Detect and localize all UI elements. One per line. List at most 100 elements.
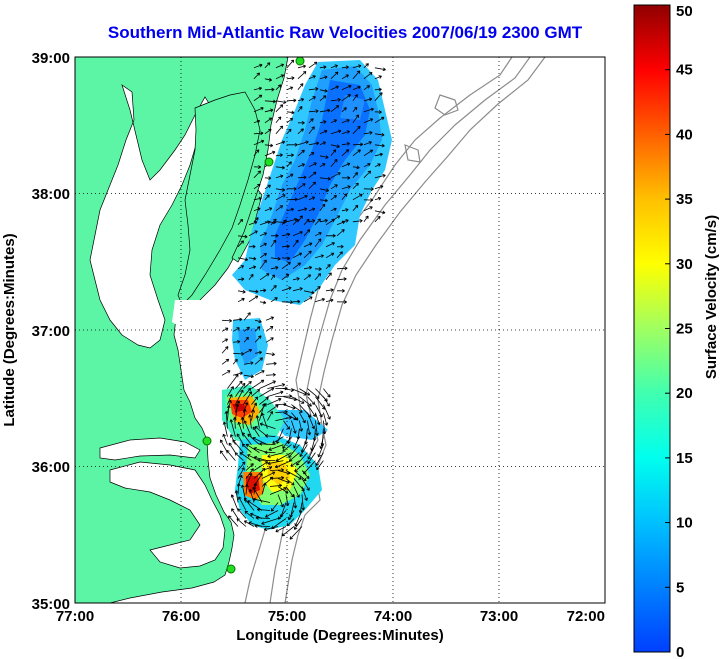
velocity-arrow xyxy=(308,126,315,135)
velocity-arrow xyxy=(243,326,250,332)
velocity-arrow xyxy=(363,198,374,202)
velocity-arrow xyxy=(293,494,298,509)
velocity-arrow xyxy=(374,87,382,92)
velocity-arrow xyxy=(248,273,254,281)
velocity-arrow xyxy=(286,76,295,81)
velocity-arrow xyxy=(297,140,309,146)
velocity-arrow xyxy=(319,89,328,93)
colorbar-tick-label: 20 xyxy=(676,385,693,402)
velocity-arrow xyxy=(336,266,348,271)
velocity-arrow xyxy=(259,259,267,270)
velocity-arrow xyxy=(286,161,292,168)
velocity-arrow xyxy=(341,176,351,180)
velocity-arrow xyxy=(254,426,268,437)
velocity-arrow xyxy=(363,63,369,69)
velocity-arrow xyxy=(282,436,292,449)
velocity-arrow xyxy=(336,251,343,259)
velocity-arrow xyxy=(341,142,350,146)
velocity-arrow xyxy=(286,173,294,179)
velocity-arrow xyxy=(253,119,261,124)
velocity-arrow xyxy=(235,382,246,397)
velocity-arrow xyxy=(374,152,383,157)
velocity-arrow xyxy=(272,436,284,444)
velocity-arrow xyxy=(314,254,324,259)
velocity-arrow xyxy=(319,75,328,80)
velocity-arrow xyxy=(243,336,249,343)
velocity-arrow xyxy=(270,265,279,270)
velocity-arrow xyxy=(330,105,340,113)
velocity-arrow xyxy=(275,84,282,91)
velocity-arrow xyxy=(243,520,255,527)
velocity-arrow xyxy=(235,389,244,405)
velocity-arrow xyxy=(224,411,229,429)
velocity-arrow xyxy=(374,215,381,223)
velocity-arrow xyxy=(286,153,294,158)
velocity-arrow xyxy=(256,507,271,512)
velocity-arrow xyxy=(244,510,255,519)
velocity-arrow xyxy=(307,404,316,417)
velocity-arrow xyxy=(297,106,303,113)
velocity-arrow xyxy=(341,94,351,102)
velocity-arrow xyxy=(283,404,296,410)
velocity-arrow xyxy=(341,149,350,157)
velocity-arrow xyxy=(291,396,305,404)
velocity-arrow xyxy=(297,215,303,223)
y-tick-label: 38:00 xyxy=(32,186,70,203)
velocity-arrow xyxy=(243,348,253,354)
velocity-arrow xyxy=(275,74,285,80)
velocity-arrow xyxy=(303,218,310,226)
velocity-arrow xyxy=(352,149,361,157)
velocity-arrow xyxy=(336,229,345,237)
velocity-arrow xyxy=(299,396,312,407)
velocity-arrow xyxy=(341,65,349,70)
station-marker xyxy=(295,57,305,66)
velocity-arrow xyxy=(374,116,385,124)
velocity-arrow xyxy=(308,171,317,179)
radar-stations xyxy=(202,57,305,574)
velocity-arrow xyxy=(264,207,273,212)
velocity-arrow xyxy=(257,458,276,463)
velocity-arrow xyxy=(319,95,327,102)
velocity-arrow xyxy=(254,370,265,376)
colorbar-tick-label: 25 xyxy=(676,321,693,338)
velocity-arrow xyxy=(275,194,286,201)
velocity-arrow xyxy=(303,265,313,270)
x-tick-label: 76:00 xyxy=(162,608,200,625)
velocity-arrow xyxy=(286,142,298,147)
velocity-arrow xyxy=(265,510,279,518)
velocity-arrow xyxy=(277,494,284,508)
velocity-arrow xyxy=(330,64,338,69)
velocity-arrow xyxy=(248,289,259,294)
albemarle-sound xyxy=(99,437,201,461)
velocity-arrow xyxy=(275,165,285,170)
velocity-arrow xyxy=(352,106,358,113)
velocity-arrow xyxy=(286,207,294,212)
velocity-arrow xyxy=(259,422,276,429)
velocity-arrow xyxy=(253,63,263,69)
velocity-arrow xyxy=(308,196,316,201)
velocity-arrow xyxy=(374,143,385,148)
velocity-arrow xyxy=(245,443,260,453)
velocity-arrow xyxy=(261,471,276,479)
velocity-arrow xyxy=(254,357,263,365)
velocity-arrow xyxy=(288,510,295,521)
velocity-arrow xyxy=(291,388,307,396)
velocity-arrow xyxy=(303,250,312,259)
velocity-arrow xyxy=(374,173,386,179)
velocity-arrow xyxy=(374,196,382,201)
velocity-arrow xyxy=(307,420,312,436)
velocity-arrow xyxy=(352,94,358,102)
velocity-arrow xyxy=(263,526,279,532)
velocity-arrow xyxy=(275,415,292,421)
velocity-arrow xyxy=(221,358,230,365)
velocity-arrow xyxy=(307,396,316,405)
bay-mouth xyxy=(172,300,215,330)
velocity-arrow xyxy=(244,374,254,379)
velocity-arrow xyxy=(241,432,252,445)
velocity-arrow xyxy=(232,358,238,365)
velocity-arrow xyxy=(325,252,335,259)
velocity-arrow xyxy=(285,470,302,480)
velocity-arrow xyxy=(232,327,240,332)
velocity-arrow xyxy=(237,467,245,479)
velocity-arrow xyxy=(228,515,239,527)
